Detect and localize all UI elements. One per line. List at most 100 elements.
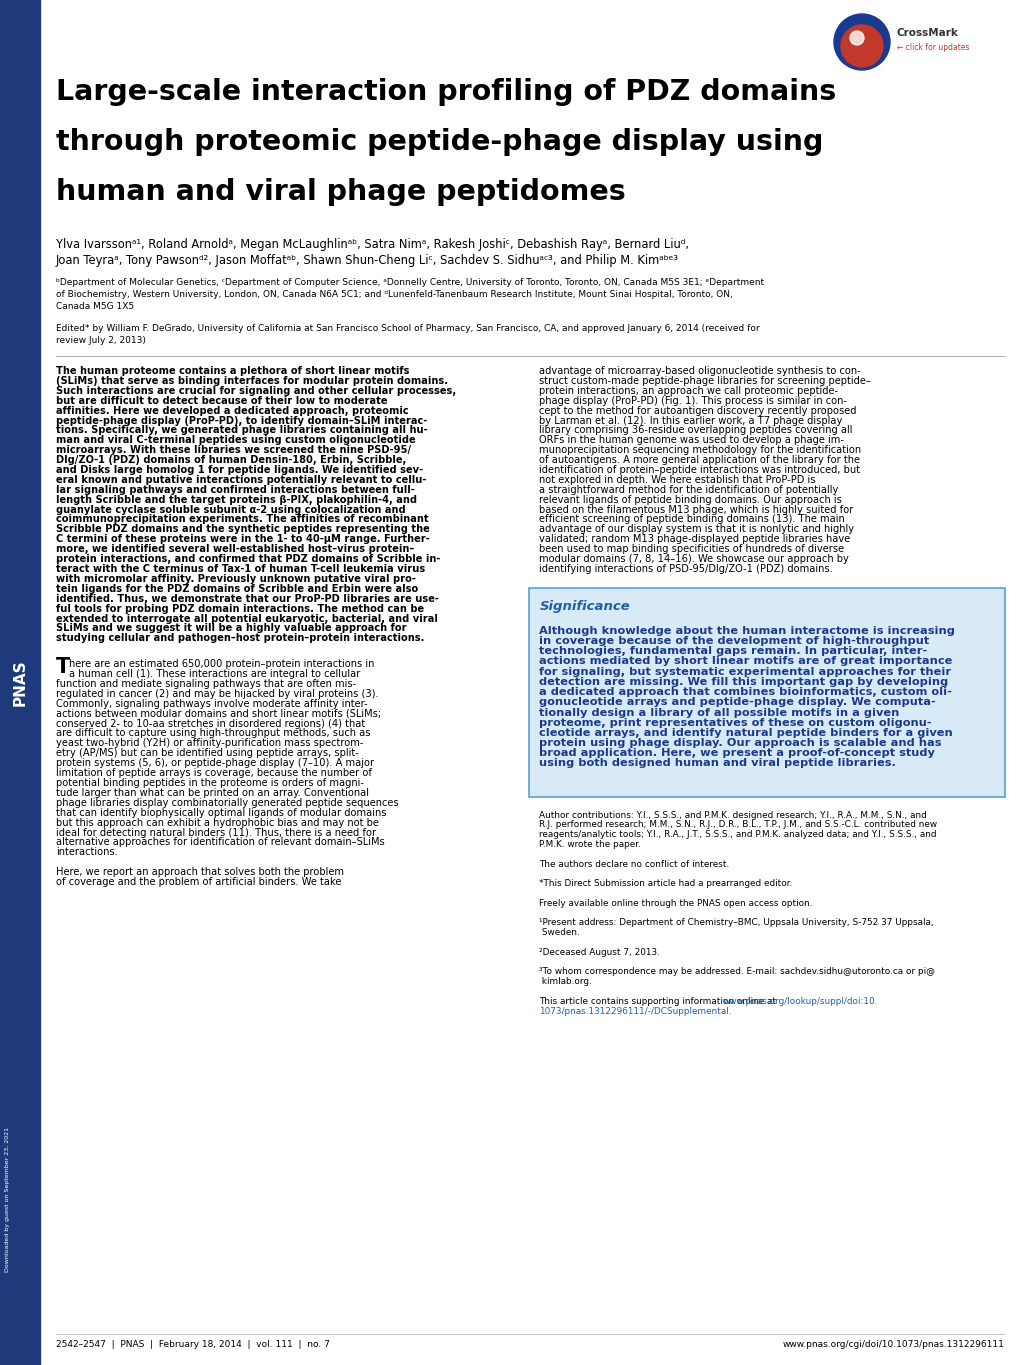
Text: proteome, print representatives of these on custom oligonu-: proteome, print representatives of these…: [539, 718, 931, 728]
Text: Commonly, signaling pathways involve moderate affinity inter-: Commonly, signaling pathways involve mod…: [56, 699, 368, 708]
Text: review July 2, 2013): review July 2, 2013): [56, 336, 146, 345]
Text: ²Deceased August 7, 2013.: ²Deceased August 7, 2013.: [539, 947, 659, 957]
Text: eral known and putative interactions potentially relevant to cellu-: eral known and putative interactions pot…: [56, 475, 426, 485]
Text: Scribble PDZ domains and the synthetic peptides representing the: Scribble PDZ domains and the synthetic p…: [56, 524, 429, 535]
Text: SLiMs and we suggest it will be a highly valuable approach for: SLiMs and we suggest it will be a highly…: [56, 624, 407, 633]
Text: that can identify biophysically optimal ligands of modular domains: that can identify biophysically optimal …: [56, 808, 386, 818]
Text: C termini of these proteins were in the 1- to 40-μM range. Further-: C termini of these proteins were in the …: [56, 534, 429, 545]
Text: Such interactions are crucial for signaling and other cellular processes,: Such interactions are crucial for signal…: [56, 386, 455, 396]
Text: tude larger than what can be printed on an array. Conventional: tude larger than what can be printed on …: [56, 788, 369, 799]
Text: efficient screening of peptide binding domains (13). The main: efficient screening of peptide binding d…: [539, 515, 845, 524]
Text: Author contributions: Y.I., S.S.S., and P.M.K. designed research; Y.I., R.A., M.: Author contributions: Y.I., S.S.S., and …: [539, 811, 926, 820]
Text: ³To whom correspondence may be addressed. E-mail: sachdev.sidhu@utoronto.ca or p: ³To whom correspondence may be addressed…: [539, 968, 934, 976]
Text: conserved 2- to 10-aa stretches in disordered regions) (4) that: conserved 2- to 10-aa stretches in disor…: [56, 718, 365, 729]
Text: but are difficult to detect because of their low to moderate: but are difficult to detect because of t…: [56, 396, 387, 405]
Text: potential binding peptides in the proteome is orders of magni-: potential binding peptides in the proteo…: [56, 778, 364, 788]
Text: extended to interrogate all potential eukaryotic, bacterial, and viral: extended to interrogate all potential eu…: [56, 613, 437, 624]
Text: Dlg/ZO-1 (PDZ) domains of human Densin-180, Erbin, Scribble,: Dlg/ZO-1 (PDZ) domains of human Densin-1…: [56, 455, 406, 465]
FancyBboxPatch shape: [529, 588, 1004, 797]
Text: been used to map binding specificities of hundreds of diverse: been used to map binding specificities o…: [539, 545, 844, 554]
Text: identification of protein–peptide interactions was introduced, but: identification of protein–peptide intera…: [539, 465, 860, 475]
Text: affinities. Here we developed a dedicated approach, proteomic: affinities. Here we developed a dedicate…: [56, 405, 409, 415]
Text: alternative approaches for identification of relevant domain–SLiMs: alternative approaches for identificatio…: [56, 837, 384, 848]
Text: 1073/pnas.1312296111/-/DCSupplemental.: 1073/pnas.1312296111/-/DCSupplemental.: [539, 1007, 732, 1016]
Text: a straightforward method for the identification of potentially: a straightforward method for the identif…: [539, 485, 838, 494]
Text: advantage of our display system is that it is nonlytic and highly: advantage of our display system is that …: [539, 524, 854, 535]
Text: kimlab.org.: kimlab.org.: [539, 977, 592, 987]
Text: etry (AP/MS) but can be identified using peptide arrays, split-: etry (AP/MS) but can be identified using…: [56, 748, 359, 759]
Text: www.pnas.org/cgi/doi/10.1073/pnas.1312296111: www.pnas.org/cgi/doi/10.1073/pnas.131229…: [783, 1340, 1004, 1349]
Text: Large-scale interaction profiling of PDZ domains: Large-scale interaction profiling of PDZ…: [56, 78, 836, 106]
Text: struct custom-made peptide-phage libraries for screening peptide–: struct custom-made peptide-phage librari…: [539, 375, 870, 386]
Text: actions mediated by short linear motifs are of great importance: actions mediated by short linear motifs …: [539, 657, 952, 666]
Text: T: T: [56, 657, 70, 677]
Text: microarrays. With these libraries we screened the nine PSD-95/: microarrays. With these libraries we scr…: [56, 445, 411, 455]
Text: Here, we report an approach that solves both the problem: Here, we report an approach that solves …: [56, 867, 343, 878]
Text: but this approach can exhibit a hydrophobic bias and may not be: but this approach can exhibit a hydropho…: [56, 818, 378, 827]
Text: function and mediate signaling pathways that are often mis-: function and mediate signaling pathways …: [56, 678, 356, 689]
Text: tions. Specifically, we generated phage libraries containing all hu-: tions. Specifically, we generated phage …: [56, 426, 427, 435]
Text: a human cell (1). These interactions are integral to cellular: a human cell (1). These interactions are…: [69, 669, 360, 680]
Text: ORFs in the human genome was used to develop a phage im-: ORFs in the human genome was used to dev…: [539, 435, 844, 445]
Text: 2542–2547  |  PNAS  |  February 18, 2014  |  vol. 111  |  no. 7: 2542–2547 | PNAS | February 18, 2014 | v…: [56, 1340, 329, 1349]
Text: yeast two-hybrid (Y2H) or affinity-purification mass spectrom-: yeast two-hybrid (Y2H) or affinity-purif…: [56, 738, 363, 748]
Text: of coverage and the problem of artificial binders. We take: of coverage and the problem of artificia…: [56, 876, 341, 887]
Text: of Biochemistry, Western University, London, ON, Canada N6A 5C1; and ᵈLunenfeld-: of Biochemistry, Western University, Lon…: [56, 289, 732, 299]
Text: ful tools for probing PDZ domain interactions. The method can be: ful tools for probing PDZ domain interac…: [56, 603, 424, 614]
Circle shape: [849, 31, 863, 45]
Text: *This Direct Submission article had a prearranged editor.: *This Direct Submission article had a pr…: [539, 879, 792, 889]
Text: ← click for updates: ← click for updates: [896, 44, 968, 52]
Text: for signaling, but systematic experimental approaches for their: for signaling, but systematic experiment…: [539, 666, 951, 677]
Text: tionally design a library of all possible motifs in a given: tionally design a library of all possibl…: [539, 707, 899, 718]
Text: human and viral phage peptidomes: human and viral phage peptidomes: [56, 177, 625, 206]
Text: length Scribble and the target proteins β-PIX, plakophilin-4, and: length Scribble and the target proteins …: [56, 494, 417, 505]
Text: protein systems (5, 6), or peptide-phage display (7–10). A major: protein systems (5, 6), or peptide-phage…: [56, 758, 374, 768]
Text: P.M.K. wrote the paper.: P.M.K. wrote the paper.: [539, 839, 641, 849]
Bar: [0, 0, 40, 1365]
Text: teract with the C terminus of Tax-1 of human T-cell leukemia virus: teract with the C terminus of Tax-1 of h…: [56, 564, 425, 575]
Text: guanylate cyclase soluble subunit α-2 using colocalization and: guanylate cyclase soluble subunit α-2 us…: [56, 505, 406, 515]
Text: cleotide arrays, and identify natural peptide binders for a given: cleotide arrays, and identify natural pe…: [539, 728, 953, 738]
Text: regulated in cancer (2) and may be hijacked by viral proteins (3).: regulated in cancer (2) and may be hijac…: [56, 689, 378, 699]
Text: coimmunoprecipitation experiments. The affinities of recombinant: coimmunoprecipitation experiments. The a…: [56, 515, 428, 524]
Text: are difficult to capture using high-throughput methods, such as: are difficult to capture using high-thro…: [56, 729, 370, 738]
Text: Ylva Ivarssonᵃ¹, Roland Arnoldᵃ, Megan McLaughlinᵃᵇ, Satra Nimᵃ, Rakesh Joshiᶜ, : Ylva Ivarssonᵃ¹, Roland Arnoldᵃ, Megan M…: [56, 238, 688, 251]
Text: protein interactions, and confirmed that PDZ domains of Scribble in-: protein interactions, and confirmed that…: [56, 554, 440, 564]
Text: of autoantigens. A more general application of the library for the: of autoantigens. A more general applicat…: [539, 455, 860, 465]
Text: a dedicated approach that combines bioinformatics, custom oli-: a dedicated approach that combines bioin…: [539, 687, 952, 698]
Text: interactions.: interactions.: [56, 848, 117, 857]
Text: R.J. performed research; M.M., S.N., R.J., D.R., B.L., T.P., J.M., and S.S.-C.L.: R.J. performed research; M.M., S.N., R.J…: [539, 820, 936, 830]
Text: Freely available online through the PNAS open access option.: Freely available online through the PNAS…: [539, 900, 812, 908]
Text: Significance: Significance: [539, 599, 630, 613]
Text: by Larman et al. (12). In this earlier work, a T7 phage display: by Larman et al. (12). In this earlier w…: [539, 415, 842, 426]
Text: detection are missing. We fill this important gap by developing: detection are missing. We fill this impo…: [539, 677, 948, 687]
Circle shape: [841, 25, 882, 67]
Text: CrossMark: CrossMark: [896, 29, 958, 38]
Text: broad application. Here, we present a proof-of-concept study: broad application. Here, we present a pr…: [539, 748, 934, 759]
Text: identified. Thus, we demonstrate that our ProP-PD libraries are use-: identified. Thus, we demonstrate that ou…: [56, 594, 438, 603]
Text: cept to the method for autoantigen discovery recently proposed: cept to the method for autoantigen disco…: [539, 405, 856, 415]
Text: ᵇDepartment of Molecular Genetics, ᶜDepartment of Computer Science, ᵃDonnelly Ce: ᵇDepartment of Molecular Genetics, ᶜDepa…: [56, 278, 763, 287]
Text: Sweden.: Sweden.: [539, 928, 580, 938]
Text: more, we identified several well-established host–virus protein–: more, we identified several well-establi…: [56, 545, 414, 554]
Text: peptide-phage display (ProP-PD), to identify domain–SLiM interac-: peptide-phage display (ProP-PD), to iden…: [56, 415, 427, 426]
Text: PNAS: PNAS: [12, 659, 28, 706]
Text: based on the filamentous M13 phage, which is highly suited for: based on the filamentous M13 phage, whic…: [539, 505, 853, 515]
Text: not explored in depth. We here establish that ProP-PD is: not explored in depth. We here establish…: [539, 475, 815, 485]
Text: using both designed human and viral peptide libraries.: using both designed human and viral pept…: [539, 759, 896, 768]
Text: This article contains supporting information online at: This article contains supporting informa…: [539, 996, 779, 1006]
Text: identifying interactions of PSD-95/Dlg/ZO-1 (PDZ) domains.: identifying interactions of PSD-95/Dlg/Z…: [539, 564, 833, 575]
Text: The human proteome contains a plethora of short linear motifs: The human proteome contains a plethora o…: [56, 366, 409, 375]
Text: protein interactions, an approach we call proteomic peptide-: protein interactions, an approach we cal…: [539, 386, 838, 396]
Text: technologies, fundamental gaps remain. In particular, inter-: technologies, fundamental gaps remain. I…: [539, 646, 927, 657]
Text: advantage of microarray-based oligonucleotide synthesis to con-: advantage of microarray-based oligonucle…: [539, 366, 860, 375]
Text: (SLiMs) that serve as binding interfaces for modular protein domains.: (SLiMs) that serve as binding interfaces…: [56, 375, 447, 386]
Text: through proteomic peptide-phage display using: through proteomic peptide-phage display …: [56, 128, 822, 156]
Text: library comprising 36-residue overlapping peptides covering all: library comprising 36-residue overlappin…: [539, 426, 852, 435]
Text: protein using phage display. Our approach is scalable and has: protein using phage display. Our approac…: [539, 738, 942, 748]
Text: actions between modular domains and short linear motifs (SLiMs;: actions between modular domains and shor…: [56, 708, 381, 719]
Text: gonucleotide arrays and peptide-phage display. We computa-: gonucleotide arrays and peptide-phage di…: [539, 698, 935, 707]
Text: ideal for detecting natural binders (11). Thus, there is a need for: ideal for detecting natural binders (11)…: [56, 827, 376, 838]
Text: Edited* by William F. DeGrado, University of California at San Francisco School : Edited* by William F. DeGrado, Universit…: [56, 324, 759, 333]
Text: limitation of peptide arrays is coverage, because the number of: limitation of peptide arrays is coverage…: [56, 768, 372, 778]
